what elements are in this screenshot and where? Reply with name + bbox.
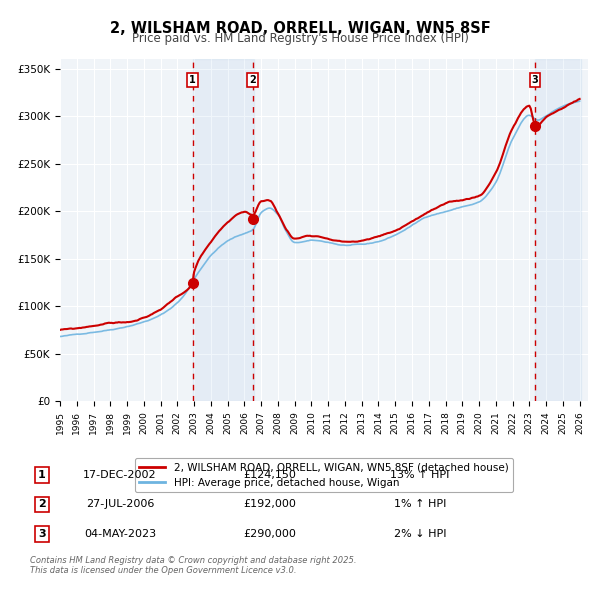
Text: 1: 1	[190, 75, 196, 85]
Text: £124,150: £124,150	[244, 470, 296, 480]
Bar	[535, 59, 581, 401]
Text: Price paid vs. HM Land Registry's House Price Index (HPI): Price paid vs. HM Land Registry's House …	[131, 32, 469, 45]
Text: 2: 2	[250, 75, 256, 85]
Text: £192,000: £192,000	[244, 500, 296, 509]
Text: Contains HM Land Registry data © Crown copyright and database right 2025.
This d: Contains HM Land Registry data © Crown c…	[30, 556, 356, 575]
Text: 2: 2	[38, 500, 46, 509]
Text: 1: 1	[38, 470, 46, 480]
Legend: 2, WILSHAM ROAD, ORRELL, WIGAN, WN5 8SF (detached house), HPI: Average price, de: 2, WILSHAM ROAD, ORRELL, WIGAN, WN5 8SF …	[135, 458, 513, 492]
Text: 04-MAY-2023: 04-MAY-2023	[84, 529, 156, 539]
Text: 27-JUL-2006: 27-JUL-2006	[86, 500, 154, 509]
Text: £290,000: £290,000	[244, 529, 296, 539]
Text: 1% ↑ HPI: 1% ↑ HPI	[394, 500, 446, 509]
Text: 3: 3	[38, 529, 46, 539]
Text: 13% ↑ HPI: 13% ↑ HPI	[391, 470, 449, 480]
Text: 3: 3	[532, 75, 538, 85]
Bar	[193, 59, 254, 401]
Text: 2, WILSHAM ROAD, ORRELL, WIGAN, WN5 8SF: 2, WILSHAM ROAD, ORRELL, WIGAN, WN5 8SF	[110, 21, 490, 35]
Text: 2% ↓ HPI: 2% ↓ HPI	[394, 529, 446, 539]
Text: 17-DEC-2002: 17-DEC-2002	[83, 470, 157, 480]
